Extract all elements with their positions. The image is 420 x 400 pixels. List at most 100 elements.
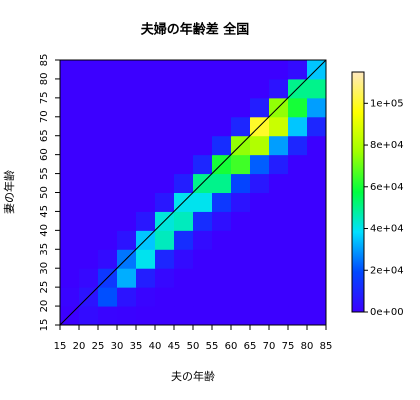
x-tick-label: 40 [149, 341, 162, 352]
heat-cell [60, 60, 80, 80]
heat-cell [136, 287, 156, 307]
heat-cell [174, 135, 194, 156]
heat-cell [60, 116, 80, 137]
heat-cell [136, 60, 156, 80]
heat-cell [136, 78, 156, 99]
heat-cell [155, 97, 175, 118]
heat-cell [250, 60, 270, 80]
heat-cell [250, 154, 270, 175]
heat-cell [60, 249, 80, 269]
heat-cell [250, 249, 270, 269]
heat-cell [136, 97, 156, 118]
heat-cell [307, 173, 327, 193]
heat-cell [212, 78, 232, 99]
heat-cell [98, 154, 118, 175]
heat-cell [174, 230, 194, 250]
heat-cell [117, 192, 137, 212]
heat-cell [98, 135, 118, 156]
x-tick-label: 50 [187, 341, 200, 352]
heat-cell [288, 306, 308, 326]
heat-cell [117, 60, 137, 80]
heat-cell [231, 249, 251, 269]
heat-cell [288, 230, 308, 250]
colorbar-tick-label: 4e+04 [370, 224, 404, 235]
heat-cell [117, 135, 137, 156]
colorbar-tick-label: 1e+05 [370, 98, 404, 109]
heat-cell [60, 154, 80, 175]
heat-cell [250, 173, 270, 193]
heat-cell [79, 268, 99, 288]
heat-cell [231, 211, 251, 231]
heat-cell [155, 268, 175, 288]
y-tick-label: 35 [39, 243, 50, 256]
x-tick-label: 55 [206, 341, 219, 352]
heat-cell [212, 192, 232, 212]
heat-cell [79, 116, 99, 137]
heat-cell [307, 154, 327, 175]
heat-cell [193, 60, 213, 80]
heat-cell [212, 60, 232, 80]
y-tick-label: 45 [39, 205, 50, 218]
heat-cell [60, 135, 80, 156]
heat-cell [98, 97, 118, 118]
heat-cell [60, 230, 80, 250]
heat-cell [231, 154, 251, 175]
heat-cell [155, 60, 175, 80]
heat-cell [60, 268, 80, 288]
heat-cell [117, 211, 137, 231]
heat-cell [155, 230, 175, 250]
heat-cell [136, 154, 156, 175]
heat-cell [117, 97, 137, 118]
heat-cell [288, 97, 308, 118]
heat-cell [174, 211, 194, 231]
heat-cell [117, 268, 137, 288]
colorbar [351, 71, 365, 313]
heat-cell [60, 173, 80, 193]
heat-cell [174, 173, 194, 193]
heat-cell [250, 306, 270, 326]
heat-cell [136, 306, 156, 326]
heat-cell [250, 287, 270, 307]
heat-cell [174, 154, 194, 175]
heat-cell [231, 230, 251, 250]
heat-cell [193, 97, 213, 118]
heat-cell [174, 268, 194, 288]
x-tick-label: 80 [301, 341, 314, 352]
heat-cell [269, 249, 289, 269]
heat-cell [98, 306, 118, 326]
heat-cell [193, 306, 213, 326]
x-tick-label: 65 [244, 341, 257, 352]
heat-cell [307, 230, 327, 250]
heat-cell [269, 60, 289, 80]
heat-cell [79, 97, 99, 118]
heat-cell [117, 78, 137, 99]
y-tick-label: 80 [39, 73, 50, 86]
x-tick-label: 15 [54, 341, 67, 352]
heat-cell [307, 306, 327, 326]
heat-cell [155, 135, 175, 156]
heat-cell [79, 306, 99, 326]
heat-cell [307, 135, 327, 156]
y-tick-label: 75 [39, 91, 50, 104]
heat-cell [155, 249, 175, 269]
heat-cell [250, 97, 270, 118]
heat-cell [212, 230, 232, 250]
heat-cell [269, 230, 289, 250]
heat-cell [117, 306, 137, 326]
heat-cell [288, 173, 308, 193]
heat-cell [212, 287, 232, 307]
heat-cell [231, 173, 251, 193]
x-tick-label: 45 [168, 341, 181, 352]
heat-cell [288, 60, 308, 80]
heat-cell [117, 154, 137, 175]
heat-cell [193, 249, 213, 269]
heat-cell [174, 78, 194, 99]
heat-cell [269, 192, 289, 212]
heat-cell [98, 116, 118, 137]
heat-cell [250, 268, 270, 288]
heat-cell [98, 173, 118, 193]
heat-cell [288, 135, 308, 156]
heat-cell [79, 249, 99, 269]
heat-cell [250, 192, 270, 212]
heat-cell [155, 116, 175, 137]
